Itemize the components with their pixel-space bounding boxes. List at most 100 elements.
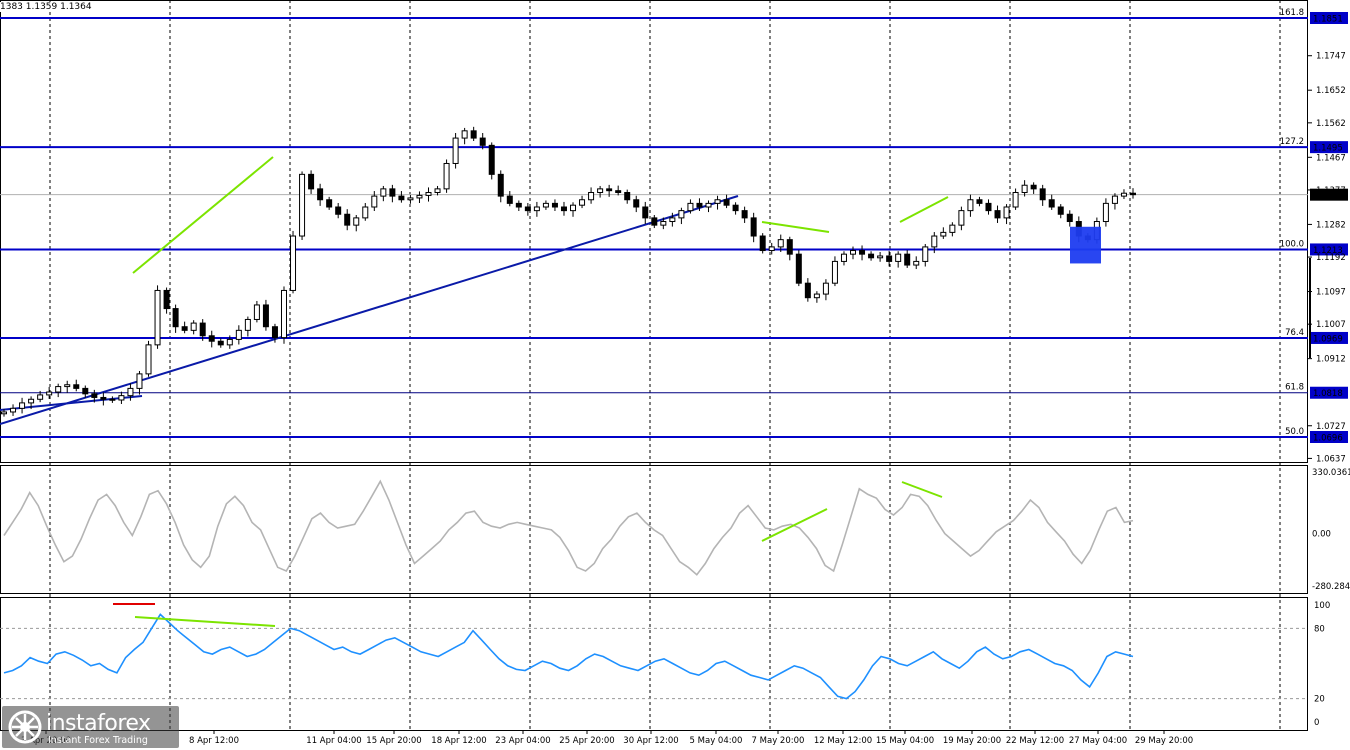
bull-candle bbox=[55, 386, 62, 393]
stochastic-line bbox=[3, 613, 1134, 700]
bull-candle bbox=[10, 407, 17, 413]
bear-candle bbox=[868, 253, 875, 259]
bear-candle bbox=[91, 393, 98, 398]
bull-candle bbox=[299, 173, 306, 237]
bull-candle bbox=[452, 137, 459, 164]
cci-tick-label: 0.00 bbox=[1312, 530, 1331, 540]
bear-candle bbox=[886, 255, 893, 262]
stochastic-tick-label: 20 bbox=[1314, 695, 1325, 705]
bull-candle bbox=[19, 402, 26, 409]
bear-candle bbox=[994, 210, 1001, 219]
bear-candle bbox=[624, 191, 631, 201]
bull-candle bbox=[425, 191, 432, 196]
fib-level-pct: 50.0 bbox=[1285, 427, 1304, 437]
bull-candle bbox=[1003, 206, 1010, 219]
bear-candle bbox=[723, 199, 730, 206]
cci-panel-frame bbox=[0, 465, 1308, 594]
bull-candle bbox=[705, 202, 712, 208]
bear-candle bbox=[344, 213, 351, 226]
bull-candle bbox=[949, 224, 956, 233]
bull-candle bbox=[840, 253, 847, 262]
fib-price-value: 1.0818 bbox=[1313, 389, 1343, 399]
bull-candle bbox=[533, 206, 540, 212]
bear-candle bbox=[100, 396, 107, 400]
instaforex-logo-icon bbox=[8, 710, 42, 744]
bear-candle bbox=[642, 206, 649, 219]
bull-candle bbox=[1111, 195, 1118, 204]
fib-price-value: 1.1495 bbox=[1313, 144, 1343, 154]
fib-price-tag bbox=[1310, 431, 1348, 443]
fib-level-pct: 161.8 bbox=[1280, 8, 1304, 18]
bull-candle bbox=[714, 199, 721, 204]
bear-candle bbox=[389, 188, 396, 197]
time-tick-label: 5 May 04:00 bbox=[690, 736, 743, 746]
bull-candle bbox=[570, 204, 577, 212]
bear-candle bbox=[804, 282, 811, 299]
bear-candle bbox=[795, 253, 802, 284]
time-tick-label: 22 May 12:00 bbox=[1006, 736, 1064, 746]
bear-candle bbox=[696, 202, 703, 208]
bear-candle bbox=[741, 210, 748, 219]
bull-candle bbox=[678, 210, 685, 219]
bear-candle bbox=[73, 384, 80, 389]
stochastic-tick-label: 0 bbox=[1314, 718, 1319, 728]
bear-candle bbox=[317, 188, 324, 201]
bear-candle bbox=[551, 202, 558, 208]
fib-price-value: 1.1851 bbox=[1313, 15, 1343, 25]
price-tick-label: 1.0727 bbox=[1316, 422, 1346, 432]
fib-level-pct: 127.2 bbox=[1280, 137, 1304, 147]
price-tick-label: 1.1652 bbox=[1316, 86, 1346, 96]
bull-candle bbox=[145, 344, 152, 375]
bull-candle bbox=[588, 191, 595, 201]
bear-candle bbox=[759, 235, 766, 252]
divergence-line bbox=[132, 156, 274, 274]
bull-candle bbox=[687, 202, 694, 212]
stochastic-tick-label: 100 bbox=[1314, 601, 1330, 611]
bull-candle bbox=[290, 235, 297, 291]
bull-candle bbox=[777, 239, 784, 248]
bull-candle bbox=[1021, 184, 1028, 193]
bull-candle bbox=[877, 255, 884, 259]
bull-candle bbox=[768, 246, 775, 252]
stochastic-indicator: 100 80 20 0 bbox=[0, 601, 1330, 728]
time-tick-label: 7 May 20:00 bbox=[752, 736, 805, 746]
divergence-line bbox=[899, 196, 949, 223]
bull-candle bbox=[46, 391, 53, 396]
bear-candle bbox=[470, 130, 477, 139]
bull-candle bbox=[226, 338, 233, 346]
stochastic-divergence-line bbox=[134, 616, 276, 627]
bull-candle bbox=[362, 206, 369, 219]
cci-divergence-line bbox=[901, 481, 943, 498]
bull-candle bbox=[118, 395, 125, 401]
bear-candle bbox=[497, 173, 504, 197]
bear-candle bbox=[217, 340, 224, 346]
price-tick-label: 1.1467 bbox=[1316, 153, 1346, 163]
time-tick-label: 27 May 04:00 bbox=[1069, 736, 1127, 746]
bull-candle bbox=[28, 398, 35, 404]
fib-price-tag bbox=[1310, 386, 1348, 399]
price-tick-label: 1.1192 bbox=[1316, 253, 1346, 263]
bull-candle bbox=[190, 322, 197, 331]
bear-candle bbox=[181, 326, 188, 331]
bear-candle bbox=[976, 199, 983, 204]
time-tick-label: 15 Apr 20:00 bbox=[366, 736, 421, 746]
bear-candle bbox=[606, 188, 613, 192]
bull-candle bbox=[461, 130, 468, 139]
bull-candle bbox=[1, 411, 7, 415]
bull-candle bbox=[922, 246, 929, 262]
bull-candle bbox=[831, 260, 838, 284]
bull-candle bbox=[235, 329, 242, 340]
time-tick-label: 19 May 20:00 bbox=[943, 736, 1001, 746]
bear-candle bbox=[750, 217, 757, 237]
bull-candle bbox=[913, 260, 920, 266]
fib-price-tag bbox=[1310, 12, 1348, 24]
bear-candle bbox=[82, 387, 89, 395]
divergence-line bbox=[761, 221, 830, 233]
bear-candle bbox=[1057, 206, 1064, 215]
fib-level-pct: 76.4 bbox=[1285, 328, 1304, 338]
bear-candle bbox=[515, 202, 522, 208]
bear-candle bbox=[985, 202, 992, 212]
stochastic-panel-frame bbox=[0, 597, 1308, 731]
time-tick-label: 23 Apr 04:00 bbox=[495, 736, 550, 746]
